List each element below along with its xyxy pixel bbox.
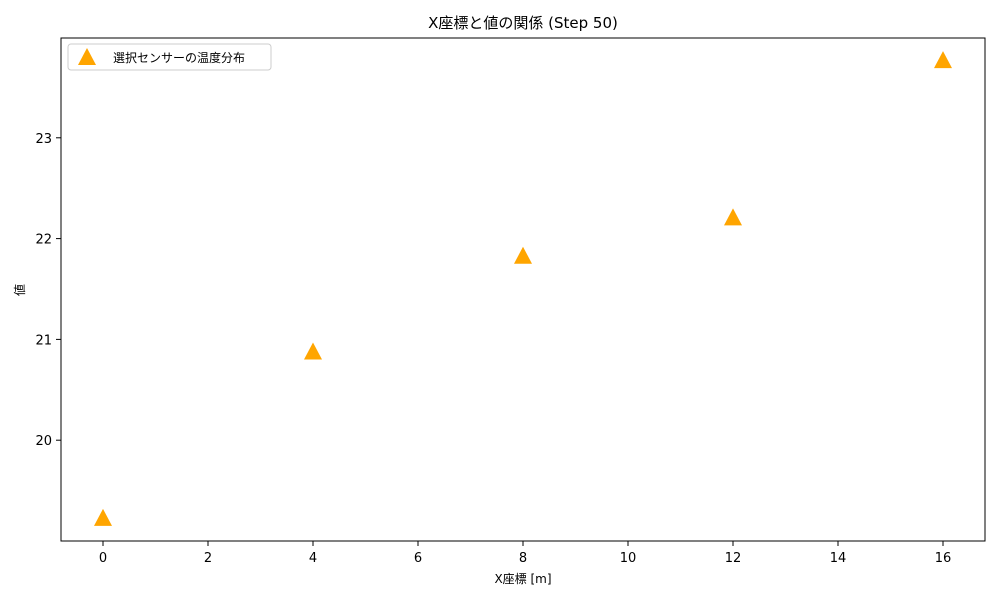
data-point-triangle [724,208,742,226]
x-tick-label: 2 [204,551,212,566]
y-tick-label: 20 [35,434,52,449]
x-axis-label: X座標 [m] [494,571,551,586]
y-axis-label: 値 [12,284,27,296]
x-axis: 0 2 4 6 8 10 12 14 16 [99,541,951,566]
legend-label: 選択センサーの温度分布 [113,50,245,65]
plot-area [60,37,986,542]
legend-box [67,43,272,71]
y-tick-label: 21 [35,333,52,348]
x-tick-label: 16 [935,551,952,566]
data-point-triangle [304,342,322,360]
y-tick-label: 23 [35,132,52,147]
chart-title: X座標と値の関係 (Step 50) [428,14,618,32]
x-tick-label: 0 [99,551,107,566]
data-point-triangle [514,246,532,264]
x-tick-label: 12 [725,551,742,566]
legend-marker-triangle [78,48,96,65]
legend: 選択センサーの温度分布 [67,43,272,71]
data-point-triangle [934,51,952,69]
data-series [94,51,952,526]
x-tick-label: 14 [830,551,847,566]
data-point-triangle [94,508,112,526]
x-tick-label: 6 [414,551,422,566]
y-axis: 20 21 22 23 [35,132,61,449]
x-tick-label: 4 [309,551,317,566]
x-tick-label: 8 [519,551,527,566]
x-tick-label: 10 [620,551,637,566]
y-tick-label: 22 [35,233,52,248]
